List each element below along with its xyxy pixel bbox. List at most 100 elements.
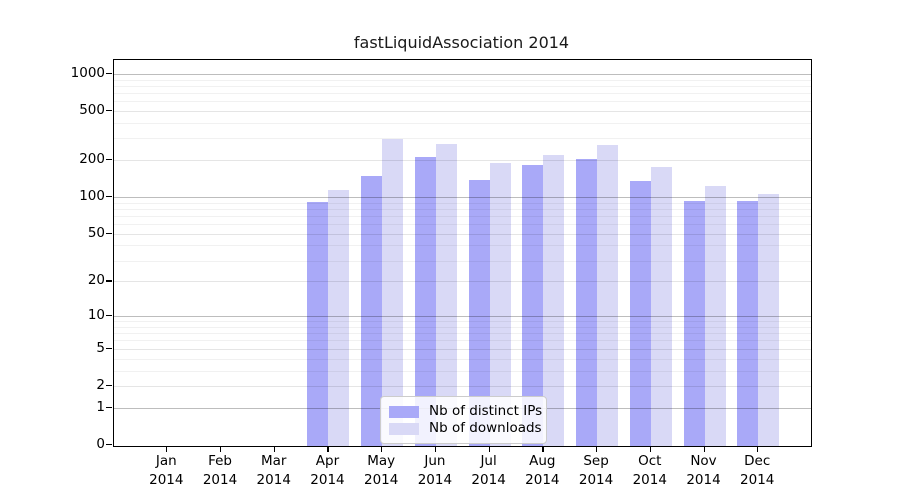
x-tick-label-aug: Aug 2014 xyxy=(525,453,560,488)
gridline-minor-30 xyxy=(114,260,811,262)
bar-ips-jul xyxy=(468,179,490,446)
gridline-minor-800 xyxy=(114,85,811,87)
bar-downloads-oct xyxy=(650,166,672,446)
gridline-minor-3 xyxy=(114,370,811,372)
y-tick-mark-1000 xyxy=(106,72,112,75)
y-tick-label-1000: 1000 xyxy=(70,64,105,81)
x-tick-mark-sep xyxy=(596,446,598,452)
x-tick-label-jun: Jun 2014 xyxy=(417,453,453,488)
x-tick-label-jul: Jul 2014 xyxy=(471,453,506,488)
y-tick-mark-2 xyxy=(106,384,112,387)
y-tick-mark-1 xyxy=(106,406,112,408)
y-tick-label-0: 0 xyxy=(96,436,105,452)
x-tick-label-apr: Apr 2014 xyxy=(310,453,345,488)
y-tick-label-100: 100 xyxy=(79,188,105,205)
legend-swatch-distinct-ips xyxy=(389,405,419,418)
x-tick-mark-jun xyxy=(434,446,437,452)
bar-ips-dec xyxy=(737,201,759,446)
bar-downloads-jul xyxy=(489,163,511,446)
gridline-5 xyxy=(114,348,811,350)
gridline-1000 xyxy=(114,73,811,75)
bar-downloads-apr xyxy=(328,190,350,446)
gridline-minor-70 xyxy=(114,215,811,217)
x-tick-mark-aug xyxy=(542,446,544,452)
bar-downloads-dec xyxy=(758,194,780,446)
gridline-minor-60 xyxy=(114,224,811,226)
legend-swatch-downloads xyxy=(389,422,419,435)
gridline-minor-80 xyxy=(114,208,811,210)
y-tick-mark-20 xyxy=(106,280,112,282)
x-tick-mark-jan xyxy=(166,446,168,452)
gridline-500 xyxy=(114,111,811,113)
chart-title: fastLiquidAssociation 2014 xyxy=(353,33,570,52)
x-tick-label-jan: Jan 2014 xyxy=(149,453,184,488)
x-tick-mark-nov xyxy=(703,446,705,452)
gridline-minor-300 xyxy=(114,138,811,140)
legend-entry-distinct-ips: Nb of distinct IPs xyxy=(389,404,542,419)
y-tick-label-2: 2 xyxy=(96,376,105,393)
bar-downloads-sep xyxy=(597,145,619,446)
gridline-minor-40 xyxy=(114,245,811,247)
legend-entry-downloads: Nb of downloads xyxy=(389,421,542,436)
bar-downloads-jun xyxy=(435,144,457,446)
x-tick-mark-feb xyxy=(220,446,222,452)
gridline-100 xyxy=(114,197,811,199)
y-tick-mark-0 xyxy=(106,444,112,446)
bar-ips-apr xyxy=(307,202,329,446)
gridline-minor-600 xyxy=(114,101,811,103)
bar-ips-oct xyxy=(629,181,651,446)
x-tick-label-sep: Sep 2014 xyxy=(578,453,614,488)
gridline-50 xyxy=(114,233,811,235)
gridline-10 xyxy=(114,316,811,318)
bar-ips-sep xyxy=(576,159,598,446)
x-tick-mark-may xyxy=(381,446,383,452)
bar-downloads-aug xyxy=(543,154,565,446)
gridline-200 xyxy=(114,160,811,162)
x-tick-label-may: May 2014 xyxy=(363,453,399,488)
gridline-minor-700 xyxy=(114,92,811,94)
x-tick-label-oct: Oct 2014 xyxy=(632,453,667,488)
y-tick-mark-5 xyxy=(106,347,112,349)
x-tick-label-mar: Mar 2014 xyxy=(256,453,291,488)
x-tick-mark-mar xyxy=(273,446,275,452)
gridline-minor-900 xyxy=(114,79,811,81)
x-tick-label-dec: Dec 2014 xyxy=(740,453,775,488)
x-tick-mark-apr xyxy=(327,446,329,452)
gridline-20 xyxy=(114,281,811,283)
gridline-minor-9 xyxy=(114,321,811,323)
y-tick-mark-100 xyxy=(106,196,112,198)
x-tick-label-feb: Feb 2014 xyxy=(202,453,238,488)
y-tick-mark-10 xyxy=(106,315,112,317)
bar-ips-may xyxy=(361,176,383,446)
y-tick-label-20: 20 xyxy=(87,272,105,289)
y-tick-mark-200 xyxy=(106,159,112,161)
y-tick-label-50: 50 xyxy=(87,224,105,241)
x-tick-mark-jul xyxy=(488,446,490,452)
y-tick-mark-50 xyxy=(106,232,112,234)
x-tick-label-nov: Nov 2014 xyxy=(686,453,721,488)
gridline-2 xyxy=(114,385,811,387)
gridline-minor-4 xyxy=(114,358,811,360)
legend-label-downloads: Nb of downloads xyxy=(429,420,542,436)
y-tick-label-500: 500 xyxy=(79,102,105,119)
y-tick-label-200: 200 xyxy=(79,151,105,168)
bar-ips-nov xyxy=(683,200,705,446)
gridline-minor-6 xyxy=(114,340,811,342)
y-tick-label-5: 5 xyxy=(96,339,105,356)
bar-ips-jun xyxy=(414,157,436,446)
gridline-minor-7 xyxy=(114,333,811,335)
bar-ips-aug xyxy=(522,165,544,446)
x-tick-mark-oct xyxy=(649,446,651,452)
legend-label-distinct-ips: Nb of distinct IPs xyxy=(429,403,543,419)
y-tick-label-1: 1 xyxy=(96,398,105,415)
gridline-minor-90 xyxy=(114,202,811,204)
legend: Nb of distinct IPs Nb of downloads xyxy=(380,396,547,444)
plot-area xyxy=(113,59,812,447)
bar-downloads-nov xyxy=(704,186,726,446)
bar-downloads-may xyxy=(382,138,404,446)
x-tick-mark-dec xyxy=(757,446,759,452)
y-tick-label-10: 10 xyxy=(87,307,105,324)
gridline-minor-8 xyxy=(114,326,811,328)
gridline-minor-400 xyxy=(114,122,811,124)
